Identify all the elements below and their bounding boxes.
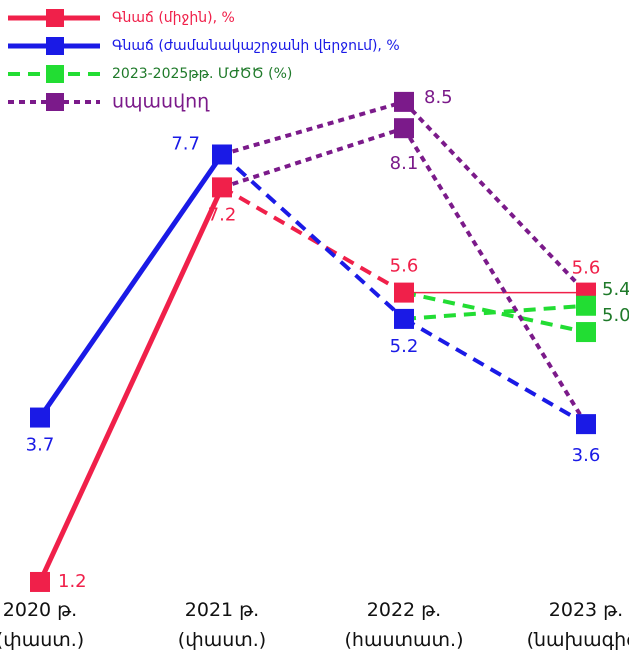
line-segment (221, 126, 405, 190)
marker (394, 282, 414, 303)
data-label: 3.6 (572, 445, 601, 466)
data-label: 7.2 (208, 204, 237, 225)
data-label: 5.6 (390, 256, 419, 277)
line-segment (37, 153, 225, 419)
data-label: 5.6 (572, 258, 601, 279)
line-segment (221, 99, 405, 157)
x-tick-label: 2020 թ. (փաստ.) (0, 599, 85, 651)
x-tick-label: 2022 թ. (հաստատ.) (344, 599, 464, 651)
line-segment (37, 186, 225, 584)
line-segment (403, 290, 587, 335)
data-label: 5.2 (390, 336, 419, 357)
line-segment (220, 185, 406, 295)
data-label: 8.1 (390, 153, 419, 174)
line-segment (402, 100, 588, 294)
markers (30, 91, 596, 592)
x-tick-label: 2023 թ. (նախագիծ) (526, 599, 629, 651)
legend-label: 2023-2025թթ. ՄԺԾԾ (%) (112, 66, 292, 82)
legend: Գնաճ (միջին), % Գնաճ (ժամանակաշրջանի վերջ… (8, 9, 400, 113)
marker (576, 295, 596, 316)
marker (30, 571, 50, 592)
data-label: 3.7 (26, 435, 55, 456)
data-labels: 1.2 7.2 5.6 5.6 3.7 7.7 5.2 3.6 5.4 5.0 8.5 8.1 (26, 87, 629, 592)
data-label: 5.4 (602, 279, 629, 300)
data-label: 1.2 (58, 571, 87, 592)
marker (394, 308, 414, 329)
legend-label: Գնաճ (միջին), % (112, 10, 235, 26)
legend-marker (46, 9, 64, 27)
marker (576, 322, 596, 343)
marker (30, 407, 50, 428)
marker (212, 144, 232, 165)
legend-marker (46, 65, 64, 83)
marker (576, 414, 596, 435)
line-segment (402, 317, 588, 426)
line-segment (403, 303, 587, 321)
legend-marker (46, 93, 64, 111)
marker (212, 177, 232, 198)
line-segment (220, 153, 406, 321)
data-label: 7.7 (171, 133, 200, 154)
marker (394, 91, 414, 112)
legend-label: սպասվող (112, 91, 210, 113)
lines (37, 99, 588, 584)
data-label: 8.5 (424, 87, 453, 108)
legend-marker (46, 37, 64, 55)
legend-label: Գնաճ (ժամանակաշրջանի վերջում), % (112, 38, 400, 54)
marker (394, 118, 414, 139)
data-label: 5.0 (602, 305, 629, 326)
x-tick-label: 2021 թ. (փաստ.) (177, 599, 267, 651)
line-segment (402, 127, 588, 426)
